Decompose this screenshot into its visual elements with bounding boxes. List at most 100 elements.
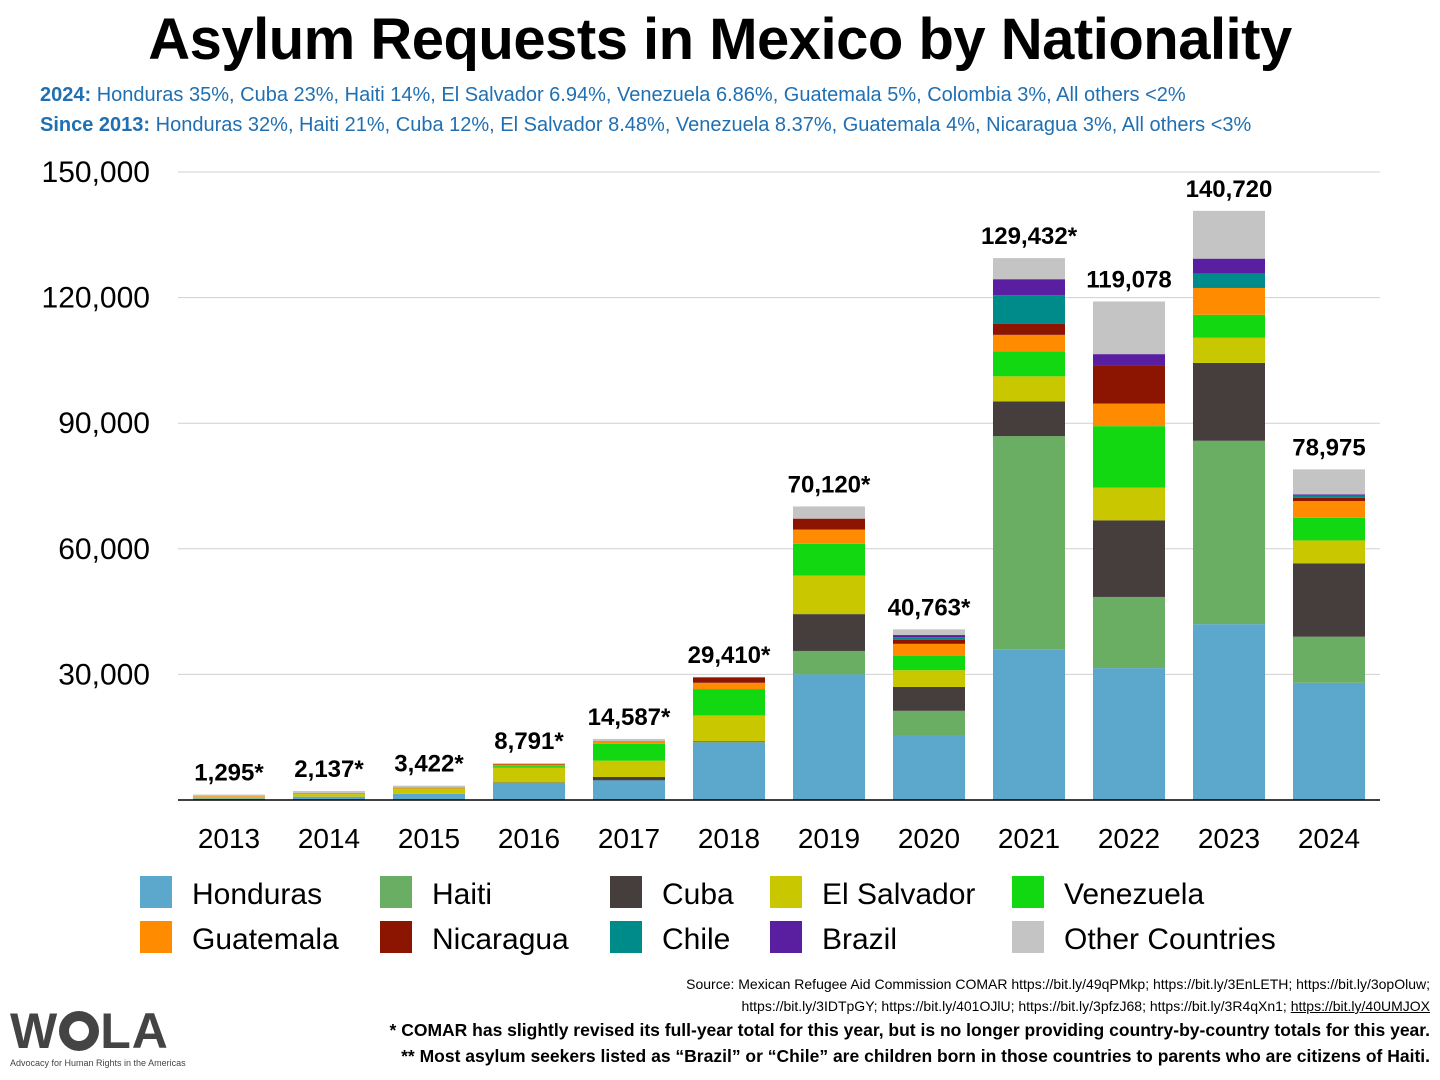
bar-segment [1193, 287, 1265, 315]
bar-segment [1093, 426, 1165, 488]
footnote-1: * COMAR has slightly revised its full-ye… [389, 1020, 1430, 1040]
bar-segment [793, 650, 865, 675]
bar-segment [793, 518, 865, 530]
legend-swatch [1012, 876, 1044, 908]
legend: Honduras Haiti Cuba El Salvador Venezuela Gua… [140, 876, 1276, 956]
x-tick-label: 2017 [598, 823, 660, 854]
legend-swatch [380, 921, 412, 953]
bar-segment [1193, 273, 1265, 288]
bar-segment [193, 798, 265, 800]
bar-segment [1193, 210, 1265, 259]
legend-label: Other Countries [1064, 923, 1276, 956]
bar-segment [493, 766, 565, 768]
bar-segment [993, 401, 1065, 437]
bar-segment [893, 735, 965, 800]
total-label: 129,432* [981, 223, 1078, 250]
bar-segment [1193, 624, 1265, 800]
source-line-2-text: https://bit.ly/3IDTpGY; https://bit.ly/4… [741, 998, 1291, 1014]
x-tick-label: 2016 [498, 823, 560, 854]
bar-segment [1093, 301, 1165, 355]
bar-segment [593, 741, 665, 744]
total-label: 78,975 [1292, 434, 1365, 461]
bar-segment [793, 529, 865, 544]
bar-segment [693, 741, 765, 743]
axes: 30,000 60,000 90,000 120,000 150,000 2013 2014… [42, 156, 1380, 854]
legend-label: Cuba [662, 878, 734, 911]
bar-segment [193, 796, 265, 798]
bar-segment [593, 743, 665, 761]
x-tick-label: 2021 [998, 823, 1060, 854]
y-tick-label: 120,000 [42, 282, 150, 315]
total-labels: 1,295* 2,137* 3,422* 8,791* 14,587* 29,410* 70… [194, 176, 1365, 787]
subtitle-since-label: Since 2013: [40, 114, 151, 136]
bar-segment [393, 785, 465, 788]
x-tick-label: 2019 [798, 823, 860, 854]
footnote-2: ** Most asylum seekers listed as “Brazil… [401, 1046, 1430, 1066]
bar-segment [593, 738, 665, 742]
legend-swatch [770, 876, 802, 908]
bar-segment [293, 796, 365, 800]
subtitle-since-2013: Since 2013: Honduras 32%, Haiti 21%, Cub… [40, 114, 1251, 137]
bar-segment [193, 794, 265, 797]
bar-segment [693, 682, 765, 690]
x-tick-label: 2014 [298, 823, 360, 854]
legend-swatch [770, 921, 802, 953]
bar-segment [893, 686, 965, 711]
legend-swatch [140, 921, 172, 953]
bar-segment [293, 791, 365, 793]
subtitle-2024-label: 2024: [40, 84, 92, 106]
total-label: 29,410* [688, 642, 771, 669]
bar-segment [1293, 636, 1365, 683]
bar-segment [1293, 682, 1365, 800]
bar-segment [993, 436, 1065, 650]
bar-segment [1293, 497, 1365, 502]
total-label: 119,078 [1086, 266, 1171, 293]
bar-segment [1293, 494, 1365, 496]
bar-segment [893, 655, 965, 671]
x-tick-label: 2013 [198, 823, 260, 854]
bar-segment [993, 351, 1065, 377]
bar-segment [593, 776, 665, 781]
x-tick-label: 2024 [1298, 823, 1360, 854]
source-line-2: https://bit.ly/3IDTpGY; https://bit.ly/4… [741, 998, 1430, 1014]
bar-segment [793, 543, 865, 576]
bar-segment [493, 782, 565, 800]
bar-segment [1093, 403, 1165, 427]
bar-segment [593, 760, 665, 777]
stacked-bar-chart: 30,000 60,000 90,000 120,000 150,000 2013 2014… [42, 156, 1380, 956]
total-label: 3,422* [394, 751, 464, 778]
bar-segment [1093, 596, 1165, 669]
bar-segment [1093, 668, 1165, 800]
bar-segment [893, 637, 965, 640]
total-label: 8,791* [494, 728, 564, 755]
bar-segment [1193, 362, 1265, 441]
total-label: 2,137* [294, 756, 364, 783]
bar-segment [893, 670, 965, 687]
bar-segment [993, 258, 1065, 280]
x-tick-label: 2020 [898, 823, 960, 854]
wola-logo: W LA Advocacy for Human Rights in the Ame… [10, 1006, 200, 1068]
y-tick-label: 60,000 [58, 533, 150, 566]
y-tick-label: 90,000 [58, 407, 150, 440]
y-tick-label: 150,000 [42, 156, 150, 189]
bar-segment [893, 643, 965, 656]
bar-segment [993, 649, 1065, 800]
legend-label: Honduras [192, 878, 322, 911]
wola-logo-wordmark: W LA [10, 1006, 200, 1056]
bar-segment [893, 639, 965, 644]
logo-tagline: Advocacy for Human Rights in the America… [10, 1058, 186, 1068]
bar-segment [693, 689, 765, 716]
bar-segment [993, 279, 1065, 296]
bar-segment [993, 334, 1065, 352]
x-tick-label: 2022 [1098, 823, 1160, 854]
x-tick-label: 2018 [698, 823, 760, 854]
total-label: 14,587* [588, 704, 671, 731]
subtitle-2024-text: Honduras 35%, Cuba 23%, Haiti 14%, El Sa… [91, 84, 1186, 106]
bar-segment [293, 794, 365, 797]
bar-segment [193, 797, 265, 799]
legend-swatch [610, 921, 642, 953]
bar-segment [793, 575, 865, 615]
source-link[interactable]: https://bit.ly/40UMJOX [1290, 998, 1430, 1014]
bar-segment [1093, 354, 1165, 366]
bar-segment [393, 787, 465, 789]
